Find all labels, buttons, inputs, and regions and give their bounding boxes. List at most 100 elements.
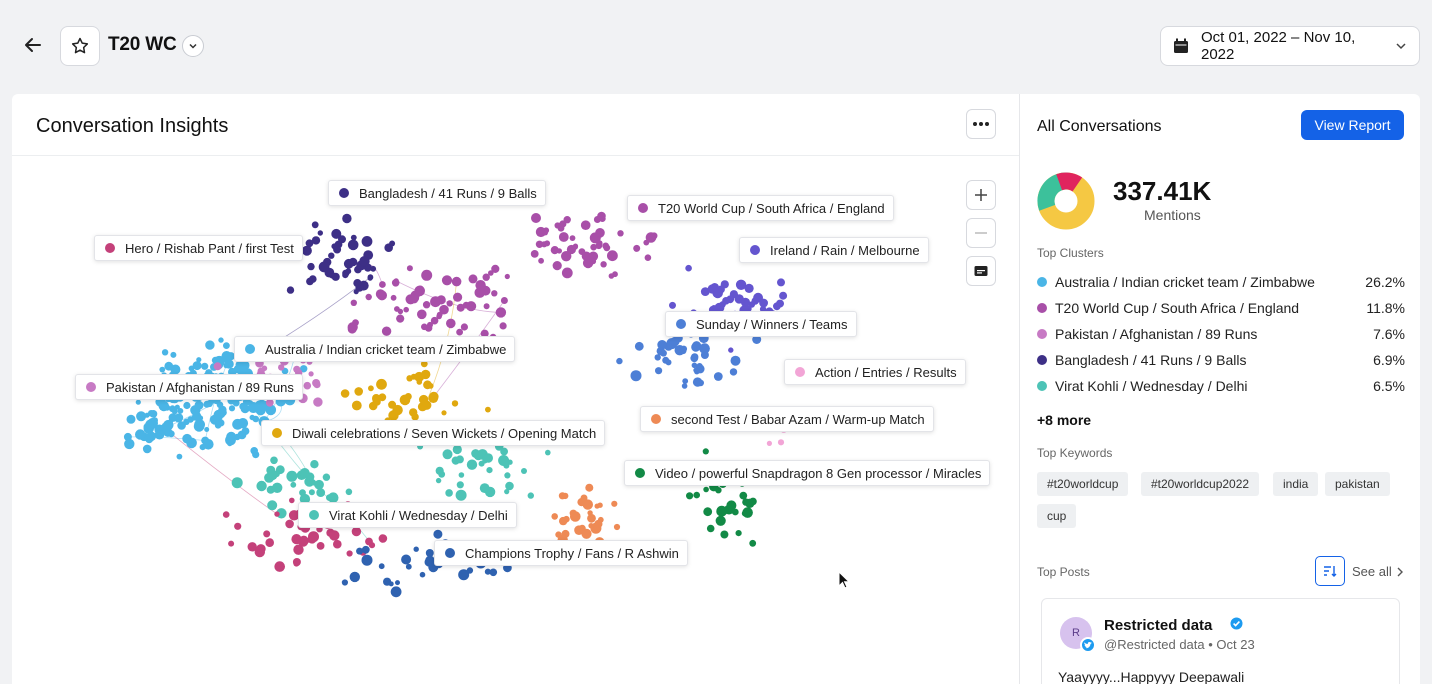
conversation-point[interactable]	[401, 554, 412, 565]
conversation-point[interactable]	[396, 314, 405, 323]
conversation-point[interactable]	[338, 235, 346, 244]
conversation-point[interactable]	[390, 294, 397, 301]
conversation-point[interactable]	[527, 492, 534, 499]
cluster-label[interactable]: Sunday / Winners / Teams	[665, 311, 857, 337]
conversation-point[interactable]	[545, 449, 551, 456]
conversation-point[interactable]	[375, 289, 386, 299]
conversation-point[interactable]	[690, 354, 699, 363]
conversation-point[interactable]	[419, 571, 426, 578]
conversation-point[interactable]	[692, 341, 702, 351]
conversation-point[interactable]	[483, 303, 490, 310]
conversation-point[interactable]	[521, 468, 527, 474]
conversation-point[interactable]	[350, 299, 357, 306]
conversation-point[interactable]	[735, 530, 742, 537]
conversation-point[interactable]	[352, 319, 359, 326]
conversation-point[interactable]	[265, 538, 274, 547]
conversation-point[interactable]	[759, 298, 768, 308]
conversation-point[interactable]	[417, 309, 427, 320]
conversation-point[interactable]	[261, 365, 268, 372]
conversation-point[interactable]	[293, 365, 301, 373]
conversation-point[interactable]	[582, 499, 593, 510]
conversation-point[interactable]	[556, 248, 562, 254]
conversation-point[interactable]	[361, 545, 370, 554]
conversation-point[interactable]	[446, 318, 456, 329]
conversation-point[interactable]	[574, 525, 584, 535]
conversation-point[interactable]	[365, 537, 373, 546]
conversation-point[interactable]	[473, 451, 483, 461]
conversation-point[interactable]	[378, 393, 387, 402]
conversation-point[interactable]	[311, 221, 319, 229]
conversation-point[interactable]	[562, 492, 569, 500]
conversation-point[interactable]	[669, 301, 676, 309]
conversation-point[interactable]	[561, 267, 573, 279]
conversation-point[interactable]	[234, 522, 242, 530]
conversation-point[interactable]	[177, 408, 184, 414]
cluster-map[interactable]: Bangladesh / 41 Runs / 9 Balls T20 World…	[12, 156, 1020, 684]
conversation-point[interactable]	[654, 354, 661, 361]
conversation-point[interactable]	[228, 405, 236, 412]
keyword-chip[interactable]: india	[1273, 472, 1319, 496]
conversation-point[interactable]	[453, 292, 463, 302]
conversation-point[interactable]	[416, 379, 423, 385]
conversation-point[interactable]	[316, 488, 326, 497]
conversation-point[interactable]	[272, 482, 283, 493]
conversation-point[interactable]	[441, 410, 447, 416]
conversation-point[interactable]	[267, 500, 278, 511]
conversation-point[interactable]	[241, 427, 250, 435]
conversation-point[interactable]	[657, 340, 667, 350]
conversation-point[interactable]	[331, 272, 340, 281]
conversation-point[interactable]	[726, 500, 737, 511]
conversation-point[interactable]	[587, 513, 596, 523]
conversation-point[interactable]	[456, 481, 464, 489]
conversation-point[interactable]	[715, 515, 726, 526]
conversation-point[interactable]	[557, 224, 565, 232]
cluster-label[interactable]: Action / Entries / Results	[784, 359, 966, 385]
conversation-point[interactable]	[367, 275, 373, 281]
conversation-point[interactable]	[414, 285, 426, 297]
conversation-point[interactable]	[390, 586, 402, 598]
conversation-point[interactable]	[213, 362, 222, 371]
conversation-point[interactable]	[693, 491, 700, 499]
conversation-point[interactable]	[650, 232, 658, 240]
zoom-out-button[interactable]	[966, 218, 996, 248]
keyword-chip[interactable]: #t20worldcup2022	[1141, 472, 1260, 496]
cluster-label[interactable]: Ireland / Rain / Melbourne	[739, 237, 929, 263]
top-cluster-row[interactable]: Bangladesh / 41 Runs / 9 Balls 6.9%	[1037, 350, 1405, 370]
conversation-point[interactable]	[274, 511, 280, 517]
conversation-point[interactable]	[379, 281, 386, 288]
conversation-point[interactable]	[613, 523, 621, 531]
cluster-label[interactable]: Pakistan / Afghanistan / 89 Runs	[75, 374, 303, 400]
conversation-point[interactable]	[403, 306, 410, 313]
conversation-point[interactable]	[392, 404, 403, 416]
conversation-point[interactable]	[197, 415, 204, 421]
conversation-point[interactable]	[590, 243, 597, 251]
conversation-point[interactable]	[595, 242, 603, 250]
conversation-point[interactable]	[263, 530, 271, 538]
conversation-point[interactable]	[559, 516, 568, 526]
conversation-point[interactable]	[489, 568, 498, 577]
conversation-point[interactable]	[305, 239, 314, 248]
conversation-point[interactable]	[406, 375, 413, 382]
conversation-point[interactable]	[308, 489, 315, 496]
top-cluster-row[interactable]: Pakistan / Afghanistan / 89 Runs 7.6%	[1037, 324, 1405, 344]
conversation-point[interactable]	[617, 230, 624, 237]
conversation-point[interactable]	[345, 488, 353, 496]
conversation-point[interactable]	[158, 400, 169, 412]
conversation-point[interactable]	[451, 456, 460, 465]
conversation-point[interactable]	[161, 349, 169, 356]
post-card[interactable]: R Restricted data @Restricted data • Oct…	[1041, 598, 1400, 684]
conversation-point[interactable]	[596, 231, 603, 238]
conversation-point[interactable]	[466, 567, 474, 574]
cluster-label[interactable]: T20 World Cup / South Africa / England	[627, 195, 894, 221]
conversation-point[interactable]	[582, 257, 594, 269]
conversation-point[interactable]	[299, 489, 306, 497]
conversation-point[interactable]	[159, 366, 166, 373]
conversation-point[interactable]	[436, 313, 442, 320]
conversation-point[interactable]	[249, 414, 255, 421]
conversation-point[interactable]	[716, 505, 728, 517]
conversation-point[interactable]	[347, 324, 357, 334]
conversation-point[interactable]	[439, 304, 449, 315]
conversation-point[interactable]	[278, 364, 285, 371]
conversation-point[interactable]	[552, 261, 562, 271]
conversation-point[interactable]	[731, 508, 739, 516]
